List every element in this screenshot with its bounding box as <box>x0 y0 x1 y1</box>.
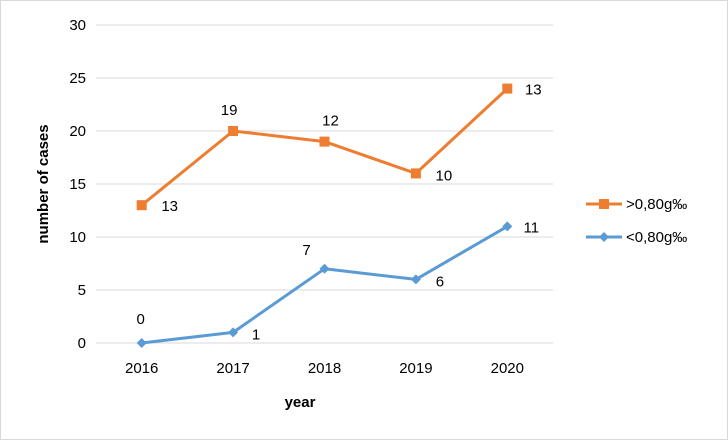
data-label: 0 <box>137 311 145 328</box>
y-tick-labels: 0 5 10 15 20 25 30 <box>69 17 86 352</box>
y-tick-label: 20 <box>69 123 86 140</box>
data-point <box>410 168 421 179</box>
data-point <box>410 274 421 285</box>
data-label: 13 <box>525 82 542 99</box>
x-tick-labels: 2016 2017 2018 2019 2020 <box>125 360 524 377</box>
data-label: 7 <box>302 242 310 259</box>
data-point <box>228 126 239 136</box>
data-label: 1 <box>252 326 260 343</box>
y-tick-label: 25 <box>69 70 86 87</box>
data-label: 6 <box>436 273 444 290</box>
data-point <box>502 221 513 232</box>
data-point <box>319 136 330 147</box>
series-line <box>141 225 509 345</box>
x-tick-label: 2019 <box>399 360 432 377</box>
x-axis-title: year <box>285 394 316 411</box>
y-tick-label: 15 <box>69 176 86 193</box>
data-point <box>136 200 147 211</box>
y-tick-label: 10 <box>69 229 86 246</box>
data-point <box>136 338 147 348</box>
y-tick-label: 0 <box>78 335 86 352</box>
data-label: 10 <box>436 167 453 184</box>
data-label: 13 <box>161 198 178 215</box>
x-tick-label: 2017 <box>216 360 249 377</box>
data-point <box>319 263 330 274</box>
x-tick-label: 2020 <box>491 360 524 377</box>
y-tick-label: 5 <box>78 282 86 299</box>
data-point <box>502 83 513 94</box>
legend-marker <box>599 199 609 209</box>
series-group <box>136 83 513 348</box>
data-label: 19 <box>221 102 238 119</box>
y-axis-title: number of cases <box>35 124 52 243</box>
series-line <box>140 87 509 207</box>
x-tick-label: 2018 <box>308 360 341 377</box>
legend-label: >0,80g‰ <box>626 196 687 213</box>
legend-marker <box>599 232 609 242</box>
data-labels-group: 13 19 12 10 13 0 1 7 6 11 <box>137 82 542 344</box>
data-label: 11 <box>524 219 540 236</box>
data-point <box>228 327 239 338</box>
y-tick-label: 30 <box>69 17 86 34</box>
data-label: 12 <box>322 113 339 130</box>
legend-label: <0,80g‰ <box>626 229 687 246</box>
x-tick-label: 2016 <box>125 360 158 377</box>
gridlines <box>96 24 553 344</box>
legend: >0,80g‰ <0,80g‰ <box>586 196 687 246</box>
